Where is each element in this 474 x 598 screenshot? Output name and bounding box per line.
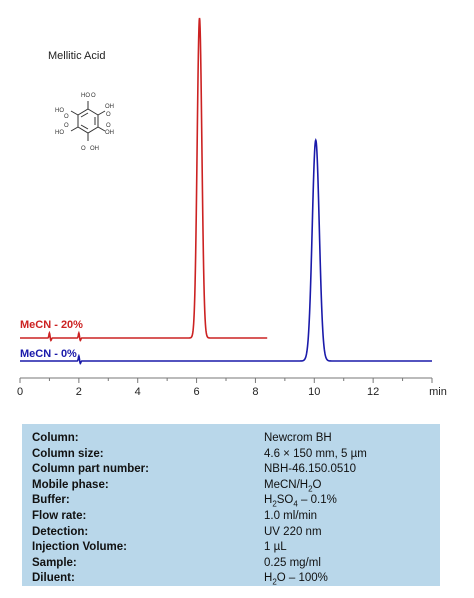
svg-text:O: O (106, 123, 111, 129)
condition-row: Column: Newcrom BH (32, 431, 440, 447)
svg-text:OH: OH (105, 104, 114, 110)
svg-text:O: O (91, 93, 96, 99)
condition-label: Column part number: (32, 463, 149, 476)
condition-row: Diluent: H2O – 100% (32, 571, 440, 587)
x-unit-label: min (429, 386, 447, 398)
x-tick-label: 4 (135, 386, 141, 398)
svg-text:OH: OH (105, 130, 114, 136)
series-label-mecn-0: MeCN - 0% (20, 348, 77, 360)
condition-value: H2SO4 – 0.1% (264, 494, 337, 509)
chromatogram: 0 2 4 6 8 10 12 min (17, 17, 447, 398)
svg-text:O: O (81, 146, 86, 152)
x-tick-label: 0 (17, 386, 23, 398)
svg-text:O: O (106, 112, 111, 118)
condition-label: Diluent: (32, 572, 75, 585)
svg-text:HO: HO (81, 93, 90, 99)
condition-value: Newcrom BH (264, 432, 332, 444)
condition-label: Column size: (32, 447, 104, 460)
condition-label: Flow rate: (32, 509, 87, 522)
condition-row: Column size: 4.6 × 150 mm, 5 µm (32, 447, 440, 463)
condition-row: Sample: 0.25 mg/ml (32, 556, 440, 572)
condition-label: Sample: (32, 556, 77, 569)
x-tick-label: 2 (76, 386, 82, 398)
condition-label: Detection: (32, 525, 89, 538)
condition-label: Injection Volume: (32, 541, 127, 554)
compound-name: Mellitic Acid (48, 50, 106, 62)
condition-row: Flow rate: 1.0 ml/min (32, 509, 440, 525)
condition-value: H2O – 100% (264, 572, 328, 587)
condition-value: 1 µL (264, 541, 287, 554)
svg-text:O: O (64, 123, 69, 129)
mellitic-acid-structure-icon: HO O OHO OHO O OH HOO HOO (55, 93, 114, 152)
svg-text:HO: HO (55, 108, 64, 114)
series-label-mecn-20: MeCN - 20% (20, 319, 83, 331)
conditions-panel: Column: Newcrom BH Column size: 4.6 × 150 … (22, 424, 440, 586)
condition-label: Mobile phase: (32, 478, 109, 491)
series-line-1 (20, 137, 432, 365)
condition-label: Buffer: (32, 494, 70, 507)
condition-row: Column part number: NBH-46.150.0510 (32, 462, 440, 478)
condition-value: UV 220 nm (264, 525, 322, 538)
condition-row: Buffer: H2SO4 – 0.1% (32, 493, 440, 509)
x-tick-label: 10 (308, 386, 320, 398)
condition-value: 1.0 ml/min (264, 509, 318, 522)
condition-value: MeCN/H2O (264, 478, 322, 494)
series-line-0 (20, 17, 268, 342)
condition-row: Injection Volume: 1 µL (32, 540, 440, 556)
svg-text:O: O (64, 114, 69, 120)
condition-value: 0.25 mg/ml (264, 556, 321, 569)
x-tick-label: 12 (367, 386, 379, 398)
condition-value: NBH-46.150.0510 (264, 463, 357, 476)
svg-text:HO: HO (55, 130, 64, 136)
x-tick-label: 6 (194, 386, 200, 398)
x-tick-label: 8 (252, 386, 258, 398)
condition-value: 4.6 × 150 mm, 5 µm (264, 447, 367, 460)
condition-row: Detection: UV 220 nm (32, 525, 440, 541)
condition-row: Mobile phase: MeCN/H2O (32, 478, 440, 494)
svg-text:OH: OH (90, 146, 99, 152)
condition-label: Column: (32, 432, 79, 444)
